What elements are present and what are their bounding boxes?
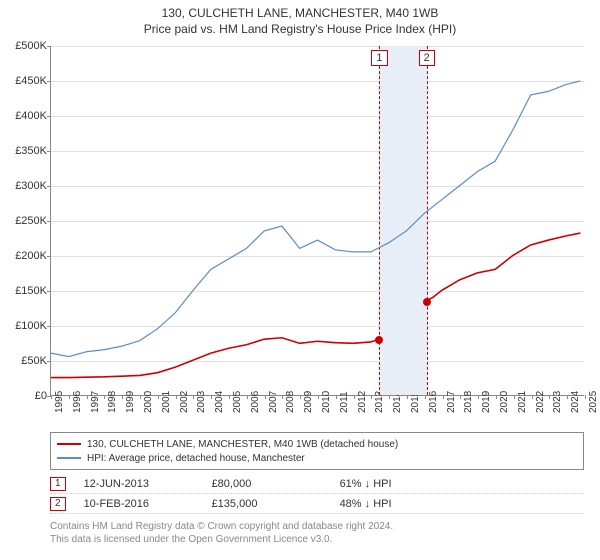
legend-label: HPI: Average price, detached house, Manc… (87, 453, 305, 464)
x-tick (176, 395, 177, 399)
sale-price: £135,000 (212, 498, 322, 510)
x-tick (460, 395, 461, 399)
x-tick (87, 395, 88, 399)
footnote-line-2: This data is licensed under the Open Gov… (50, 533, 584, 546)
x-tick (211, 395, 212, 399)
x-tick (300, 395, 301, 399)
x-tick (407, 395, 408, 399)
y-axis-label: £200K (15, 250, 47, 262)
sales-table: 1 12-JUN-2013 £80,000 61% ↓ HPI 2 10-FEB-2016… (50, 474, 584, 514)
x-tick (478, 395, 479, 399)
x-tick (265, 395, 266, 399)
sale-date: 12-JUN-2013 (84, 478, 194, 490)
x-tick (585, 395, 586, 399)
sale-row: 2 10-FEB-2016 £135,000 48% ↓ HPI (50, 494, 584, 514)
y-axis-label: £400K (15, 110, 47, 122)
sale-marker (375, 336, 383, 344)
x-tick (567, 395, 568, 399)
legend-row: HPI: Average price, detached house, Manc… (57, 451, 577, 465)
x-axis-label: 2025 (588, 391, 599, 413)
legend-swatch (57, 443, 81, 445)
x-tick (354, 395, 355, 399)
x-tick (51, 395, 52, 399)
x-tick (140, 395, 141, 399)
x-tick (425, 395, 426, 399)
legend-label: 130, CULCHETH LANE, MANCHESTER, M40 1WB … (87, 439, 398, 450)
x-tick (549, 395, 550, 399)
chart-subtitle: Price paid vs. HM Land Registry's House … (0, 20, 600, 36)
y-axis-label: £250K (15, 215, 47, 227)
legend-row: 130, CULCHETH LANE, MANCHESTER, M40 1WB … (57, 437, 577, 451)
sale-hpi-delta: 61% ↓ HPI (340, 478, 450, 490)
chart-plot-area: £0£50K£100K£150K£200K£250K£300K£350K£400… (50, 46, 584, 396)
x-tick (496, 395, 497, 399)
x-tick (122, 395, 123, 399)
x-tick (336, 395, 337, 399)
series-line (426, 233, 581, 301)
sale-index-badge: 1 (371, 50, 387, 66)
x-tick (282, 395, 283, 399)
footnote-line-1: Contains HM Land Registry data © Crown c… (50, 520, 584, 533)
x-tick (193, 395, 194, 399)
chart-lines-svg (51, 46, 584, 395)
y-axis-label: £150K (15, 285, 47, 297)
sale-price: £80,000 (212, 478, 322, 490)
x-tick (514, 395, 515, 399)
y-axis-label: £100K (15, 320, 47, 332)
x-tick (229, 395, 230, 399)
sale-index-badge: 2 (419, 50, 435, 66)
x-tick (371, 395, 372, 399)
y-axis-label: £300K (15, 180, 47, 192)
series-line (51, 338, 380, 378)
y-axis-label: £50K (21, 355, 47, 367)
x-tick (443, 395, 444, 399)
x-tick (318, 395, 319, 399)
sale-row: 1 12-JUN-2013 £80,000 61% ↓ HPI (50, 474, 584, 494)
x-tick (532, 395, 533, 399)
x-tick (247, 395, 248, 399)
x-tick (158, 395, 159, 399)
footnote: Contains HM Land Registry data © Crown c… (50, 520, 584, 546)
sale-date: 10-FEB-2016 (84, 498, 194, 510)
sale-row-index: 1 (50, 477, 66, 491)
y-axis-label: £450K (15, 75, 47, 87)
y-axis-label: £0 (35, 390, 47, 402)
x-tick (389, 395, 390, 399)
sale-row-index: 2 (50, 497, 66, 511)
sale-hpi-delta: 48% ↓ HPI (340, 498, 450, 510)
sale-marker (423, 298, 431, 306)
legend-swatch (57, 457, 81, 459)
x-tick (69, 395, 70, 399)
chart-title: 130, CULCHETH LANE, MANCHESTER, M40 1WB (0, 0, 600, 20)
y-axis-label: £500K (15, 40, 47, 52)
series-line (51, 81, 580, 357)
x-tick (104, 395, 105, 399)
y-axis-label: £350K (15, 145, 47, 157)
legend-box: 130, CULCHETH LANE, MANCHESTER, M40 1WB … (50, 432, 584, 470)
